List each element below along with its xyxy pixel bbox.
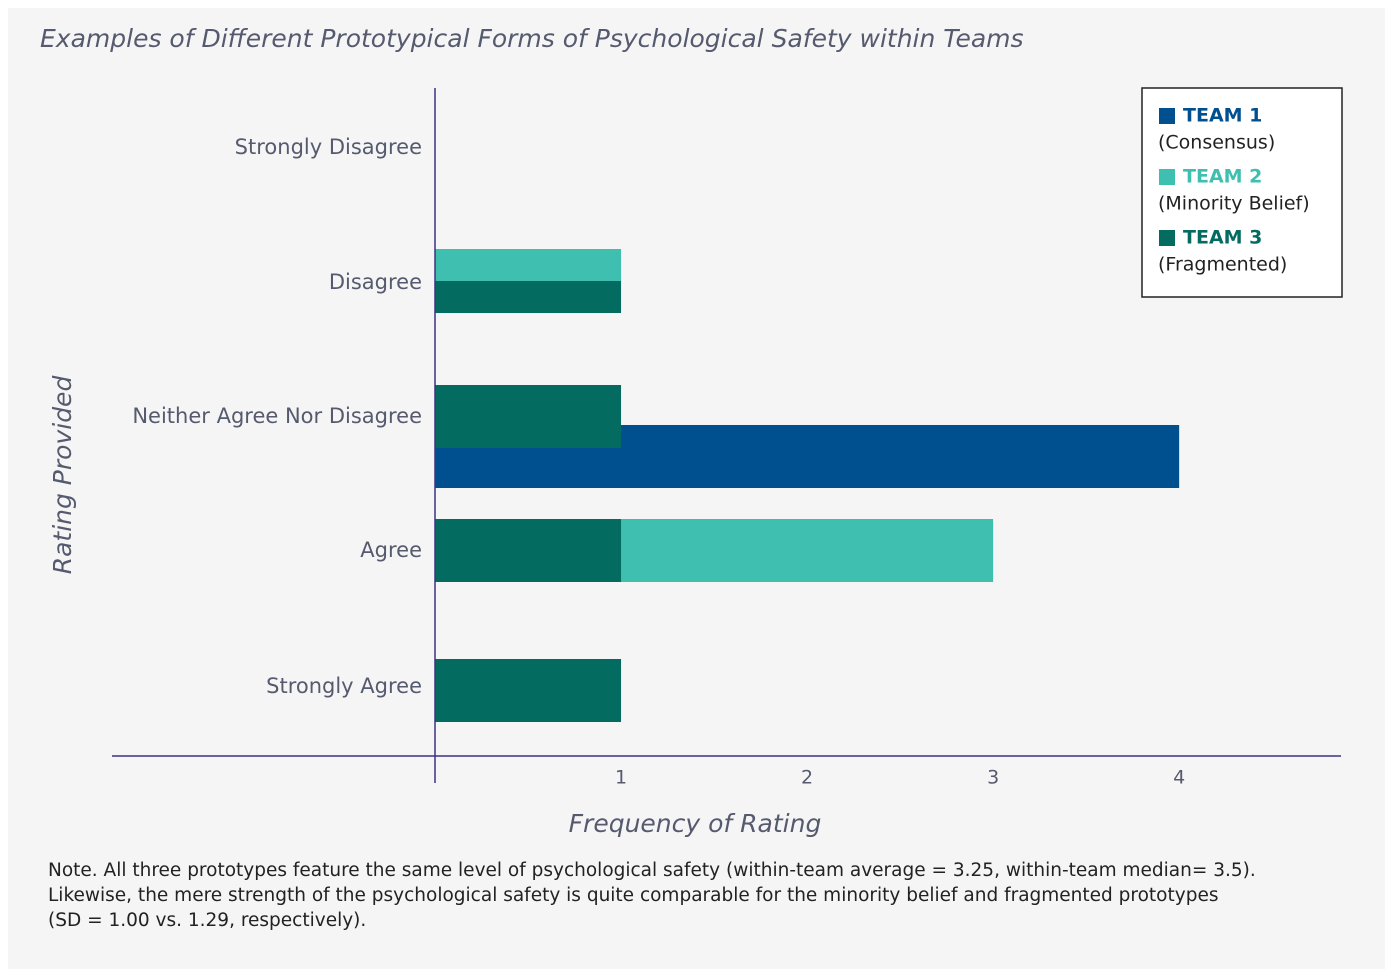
bar	[435, 659, 622, 722]
legend-label: TEAM 3	[1183, 227, 1262, 249]
x-tick-label: 4	[1173, 767, 1185, 789]
note: (SD = 1.00 vs. 1.29, respectively).	[48, 910, 366, 931]
x-tick-label: 3	[987, 767, 999, 789]
y-tick-label: Strongly Disagree	[235, 135, 422, 159]
legend-box	[1141, 87, 1343, 298]
y-tick-label: Agree	[360, 538, 422, 562]
bar	[435, 385, 622, 448]
chart-title: Examples of Different Prototypical Forms…	[40, 24, 1024, 53]
y-tick-label: Strongly Agree	[266, 674, 422, 698]
legend-label: TEAM 2	[1183, 166, 1262, 188]
note: Likewise, the mere strength of the psych…	[48, 885, 1218, 906]
bar	[435, 249, 622, 281]
legend-description: (Consensus)	[1158, 132, 1275, 154]
y-tick-label: Disagree	[329, 270, 422, 294]
legend-swatch	[1159, 230, 1175, 246]
bar	[435, 519, 622, 582]
note: Note. All three prototypes feature the s…	[48, 860, 1256, 881]
x-tick-label: 2	[801, 767, 813, 789]
x-axis-label: Frequency of Rating	[569, 809, 822, 838]
x-tick-label: 1	[615, 767, 627, 789]
legend-swatch	[1159, 108, 1175, 124]
legend-label: TEAM 1	[1183, 105, 1262, 127]
legend-swatch	[1159, 169, 1175, 185]
bar	[435, 281, 622, 313]
y-tick-label: Neither Agree Nor Disagree	[132, 404, 422, 428]
legend-description: (Minority Belief)	[1158, 193, 1310, 215]
y-axis-label: Rating Provided	[48, 376, 77, 575]
legend-description: (Fragmented)	[1158, 254, 1287, 276]
